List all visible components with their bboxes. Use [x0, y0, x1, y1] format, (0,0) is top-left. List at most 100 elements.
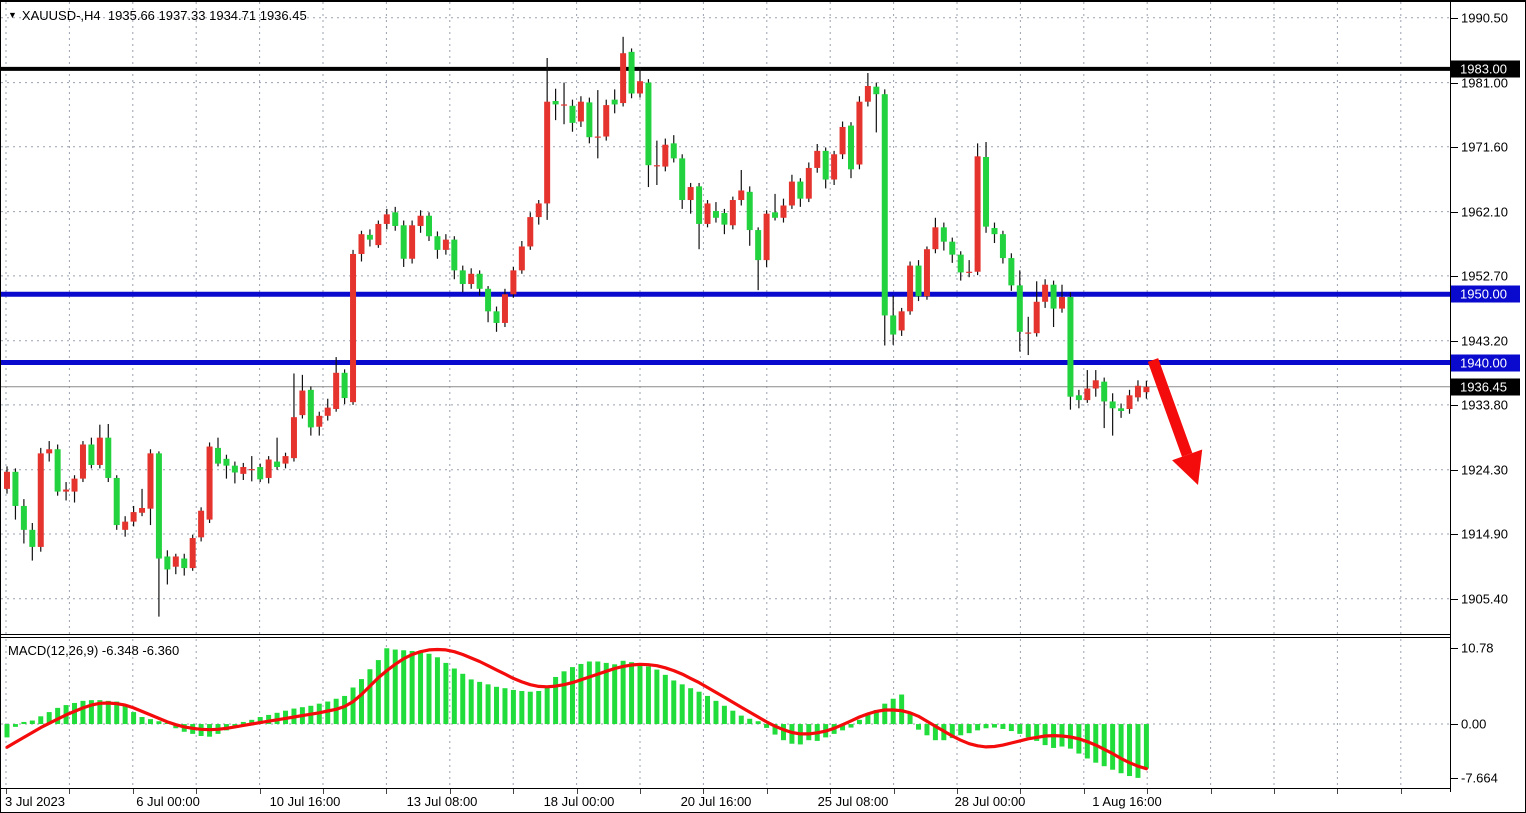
macd-histogram-bar: [4, 724, 10, 738]
symbol-period-label: XAUUSD-,H4: [21, 8, 101, 23]
candle-body: [282, 456, 289, 464]
candle-body: [1033, 301, 1040, 334]
time-tick: [1400, 789, 1402, 794]
candle-body: [797, 181, 804, 199]
candle-body: [966, 271, 973, 273]
candle-body: [848, 125, 854, 170]
candle-body: [198, 510, 205, 538]
candle-body: [1092, 380, 1099, 389]
macd-histogram-bar: [536, 691, 542, 725]
candle-body: [147, 453, 154, 509]
candle-body: [670, 143, 677, 159]
macd-canvas[interactable]: [1, 639, 1450, 788]
macd-histogram-bar: [97, 700, 103, 725]
macd-histogram-bar: [249, 719, 255, 725]
macd-histogram-bar: [468, 679, 474, 725]
macd-histogram-bar: [975, 724, 981, 731]
main-price-chart[interactable]: [1, 2, 1450, 635]
macd-histogram-bar: [156, 721, 162, 725]
macd-histogram-bar: [873, 709, 879, 725]
macd-tick-label: 0.00: [1461, 716, 1487, 732]
candle-body: [974, 156, 981, 272]
candle-body: [1059, 296, 1065, 309]
candle-body: [527, 217, 534, 247]
macd-histogram-bar: [696, 691, 702, 725]
macd-histogram-bar: [477, 681, 483, 725]
macd-histogram-bar: [443, 662, 449, 725]
macd-histogram-bar: [932, 724, 938, 741]
candle-body: [501, 294, 508, 323]
macd-histogram-bar: [595, 661, 601, 725]
symbol-dropdown-icon[interactable]: ▼: [8, 10, 17, 20]
macd-histogram-bar: [738, 715, 744, 725]
macd-histogram-bar: [350, 687, 356, 725]
time-tick: [386, 789, 388, 794]
candle-body: [873, 86, 880, 95]
macd-histogram-bar: [882, 703, 888, 725]
macd-indicator-panel[interactable]: [1, 639, 1450, 788]
candle-body: [324, 407, 331, 416]
macd-histogram-bar: [662, 674, 668, 725]
candle-body: [755, 230, 762, 261]
candle-body: [459, 270, 466, 285]
macd-histogram-bar: [949, 724, 955, 739]
candle-body: [628, 51, 635, 94]
macd-histogram-bar: [257, 717, 263, 725]
macd-histogram-bar: [966, 724, 972, 734]
macd-histogram-bar: [983, 724, 989, 729]
candle-body: [1008, 258, 1015, 286]
time-tick: [69, 789, 71, 794]
candle-body: [20, 505, 27, 530]
candle-body: [696, 186, 703, 224]
price-tick-label: 1943.20: [1461, 333, 1508, 349]
candle-body: [898, 311, 905, 331]
macd-histogram-bar: [764, 724, 770, 728]
macd-histogram-bar: [434, 657, 440, 725]
candle-body: [1143, 386, 1150, 393]
macd-histogram-bar: [418, 651, 424, 725]
time-axis[interactable]: 3 Jul 2023 6 Jul 00:00 10 Jul 16:00 13 Jul …: [1, 789, 1450, 812]
candle-body: [333, 372, 340, 409]
macd-histogram-bar: [713, 700, 719, 725]
candlestick-canvas[interactable]: [1, 2, 1450, 635]
candle-body: [316, 415, 323, 427]
candle-body: [890, 315, 897, 335]
macd-histogram-bar: [147, 719, 153, 725]
price-tick-label: 1933.80: [1461, 397, 1508, 413]
time-tick: [449, 789, 451, 794]
candle-body: [206, 446, 213, 520]
candle-body: [122, 521, 129, 530]
macd-histogram-bar: [46, 712, 52, 725]
macd-histogram-bar: [958, 724, 964, 736]
candle-body: [63, 489, 70, 492]
candle-body: [1025, 332, 1032, 334]
time-label: 1 Aug 16:00: [1092, 794, 1162, 809]
candle-body: [611, 99, 618, 105]
macd-histogram-bar: [358, 679, 364, 725]
macd-histogram-bar: [780, 724, 786, 741]
candle-body: [358, 234, 365, 254]
panel-divider[interactable]: [1, 634, 1450, 638]
macd-histogram-bar: [131, 712, 137, 725]
macd-histogram-bar: [384, 648, 390, 725]
macd-tick-dash: [1451, 724, 1458, 725]
candle-body: [485, 288, 492, 312]
price-axis-divider: [1450, 2, 1451, 792]
macd-histogram-bar: [72, 702, 78, 725]
macd-histogram-bar: [519, 691, 525, 725]
ohlc-readout: 1935.66 1937.33 1934.71 1936.45: [107, 8, 307, 23]
price-axis[interactable]: 1990.50 1981.00 1971.60 1962.10 1952.70 1943.…: [1451, 2, 1525, 788]
time-tick: [957, 789, 958, 794]
time-tick: [1020, 789, 1022, 794]
macd-histogram-bar: [916, 724, 922, 730]
candle-body: [1050, 284, 1057, 309]
candle-body: [37, 453, 44, 547]
candle-body: [46, 449, 53, 454]
time-tick: [893, 789, 895, 794]
time-tick: [259, 789, 261, 794]
macd-histogram-bar: [1000, 724, 1006, 729]
candle-body: [1101, 381, 1108, 402]
candle-body: [1126, 395, 1133, 409]
candle-body: [704, 203, 711, 224]
